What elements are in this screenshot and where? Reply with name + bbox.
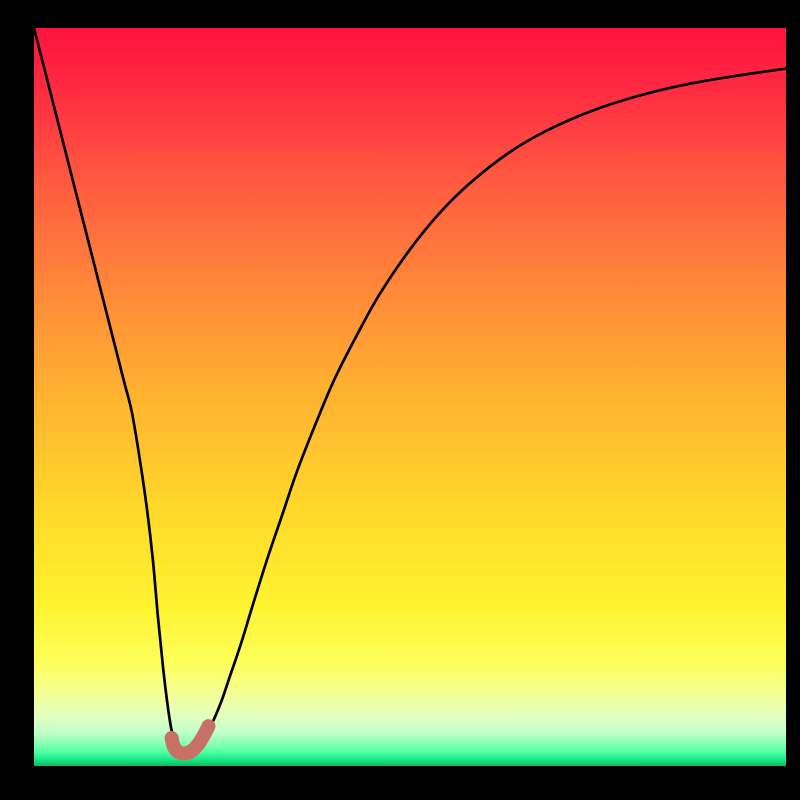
plot-background bbox=[34, 28, 786, 766]
bottleneck-curve-chart bbox=[0, 0, 800, 800]
chart-stage: TheBottleneck.com bbox=[0, 0, 800, 800]
